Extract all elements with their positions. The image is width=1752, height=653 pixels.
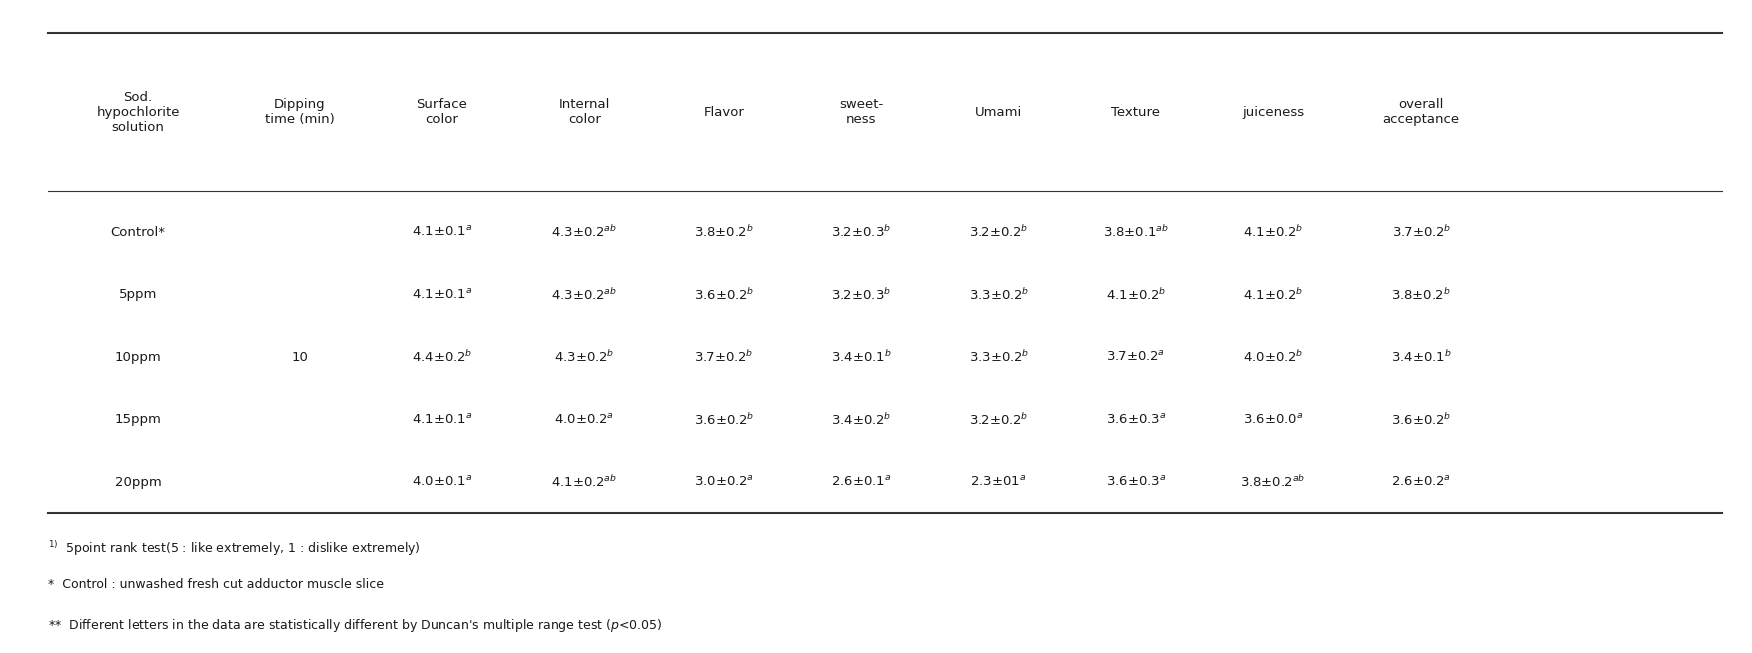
Text: 4.1±0.2$^{ab}$: 4.1±0.2$^{ab}$ [552,474,617,490]
Text: 3.8±0.2$^{b}$: 3.8±0.2$^{b}$ [694,224,753,240]
Text: 15ppm: 15ppm [114,413,161,426]
Text: 3.8±0.2$^{ab}$: 3.8±0.2$^{ab}$ [1240,474,1305,490]
Text: 4.3±0.2$^{ab}$: 4.3±0.2$^{ab}$ [552,224,617,240]
Text: 3.8±0.2$^{b}$: 3.8±0.2$^{b}$ [1391,287,1451,302]
Text: 5ppm: 5ppm [119,288,158,301]
Text: 10ppm: 10ppm [116,351,161,364]
Text: 3.7±0.2$^{a}$: 3.7±0.2$^{a}$ [1107,350,1165,364]
Text: overall
acceptance: overall acceptance [1382,98,1459,126]
Text: 3.6±0.2$^{b}$: 3.6±0.2$^{b}$ [1391,411,1451,428]
Text: **  Different letters in the data are statistically different by Duncan's multip: ** Different letters in the data are sta… [47,616,662,633]
Text: 3.0±0.2$^{a}$: 3.0±0.2$^{a}$ [694,475,753,489]
Text: 2.6±0.1$^{a}$: 2.6±0.1$^{a}$ [830,475,892,489]
Text: Umami: Umami [974,106,1021,119]
Text: 4.3±0.2$^{ab}$: 4.3±0.2$^{ab}$ [552,287,617,302]
Text: 4.0±0.1$^{a}$: 4.0±0.1$^{a}$ [412,475,473,489]
Text: 3.4±0.2$^{b}$: 3.4±0.2$^{b}$ [830,411,892,428]
Text: 4.3±0.2$^{b}$: 4.3±0.2$^{b}$ [554,349,615,365]
Text: 3.7±0.2$^{b}$: 3.7±0.2$^{b}$ [1391,224,1451,240]
Text: 4.0±0.2$^{a}$: 4.0±0.2$^{a}$ [554,413,615,426]
Text: 3.2±0.3$^{b}$: 3.2±0.3$^{b}$ [830,224,892,240]
Text: 4.1±0.1$^{a}$: 4.1±0.1$^{a}$ [412,413,473,426]
Text: 10: 10 [291,351,308,364]
Text: 2.3±01$^{a}$: 2.3±01$^{a}$ [971,475,1027,489]
Text: Flavor: Flavor [704,106,745,119]
Text: 3.2±0.2$^{b}$: 3.2±0.2$^{b}$ [969,411,1028,428]
Text: 3.6±0.0$^{a}$: 3.6±0.0$^{a}$ [1242,413,1303,426]
Text: Texture: Texture [1111,106,1160,119]
Text: 4.0±0.2$^{b}$: 4.0±0.2$^{b}$ [1242,349,1303,365]
Text: 3.3±0.2$^{b}$: 3.3±0.2$^{b}$ [969,287,1028,302]
Text: 4.1±0.2$^{b}$: 4.1±0.2$^{b}$ [1106,287,1165,302]
Text: 3.8±0.1$^{ab}$: 3.8±0.1$^{ab}$ [1102,224,1169,240]
Text: 3.7±0.2$^{b}$: 3.7±0.2$^{b}$ [694,349,753,365]
Text: 3.6±0.2$^{b}$: 3.6±0.2$^{b}$ [694,411,753,428]
Text: 4.1±0.2$^{b}$: 4.1±0.2$^{b}$ [1242,224,1303,240]
Text: 3.6±0.3$^{a}$: 3.6±0.3$^{a}$ [1106,475,1167,489]
Text: 20ppm: 20ppm [116,475,161,488]
Text: 3.4±0.1$^{b}$: 3.4±0.1$^{b}$ [1391,349,1452,365]
Text: 3.2±0.3$^{b}$: 3.2±0.3$^{b}$ [830,287,892,302]
Text: Sod.
hypochlorite
solution: Sod. hypochlorite solution [96,91,180,134]
Text: 4.1±0.2$^{b}$: 4.1±0.2$^{b}$ [1242,287,1303,302]
Text: 3.3±0.2$^{b}$: 3.3±0.2$^{b}$ [969,349,1028,365]
Text: $^{1)}$  5point rank test(5 : like extremely, 1 : dislike extremely): $^{1)}$ 5point rank test(5 : like extrem… [47,539,420,558]
Text: 3.6±0.2$^{b}$: 3.6±0.2$^{b}$ [694,287,753,302]
Text: 3.4±0.1$^{b}$: 3.4±0.1$^{b}$ [830,349,892,365]
Text: Internal
color: Internal color [559,98,610,126]
Text: Dipping
time (min): Dipping time (min) [265,98,335,126]
Text: sweet-
ness: sweet- ness [839,98,883,126]
Text: 3.2±0.2$^{b}$: 3.2±0.2$^{b}$ [969,224,1028,240]
Text: 4.1±0.1$^{a}$: 4.1±0.1$^{a}$ [412,225,473,239]
Text: *  Control : unwashed fresh cut adductor muscle slice: * Control : unwashed fresh cut adductor … [47,578,384,591]
Text: 4.4±0.2$^{b}$: 4.4±0.2$^{b}$ [412,349,471,365]
Text: 3.6±0.3$^{a}$: 3.6±0.3$^{a}$ [1106,413,1167,426]
Text: 2.6±0.2$^{a}$: 2.6±0.2$^{a}$ [1391,475,1451,489]
Text: Control*: Control* [110,225,166,238]
Text: 4.1±0.1$^{a}$: 4.1±0.1$^{a}$ [412,287,473,302]
Text: Surface
color: Surface color [417,98,468,126]
Text: juiceness: juiceness [1242,106,1303,119]
